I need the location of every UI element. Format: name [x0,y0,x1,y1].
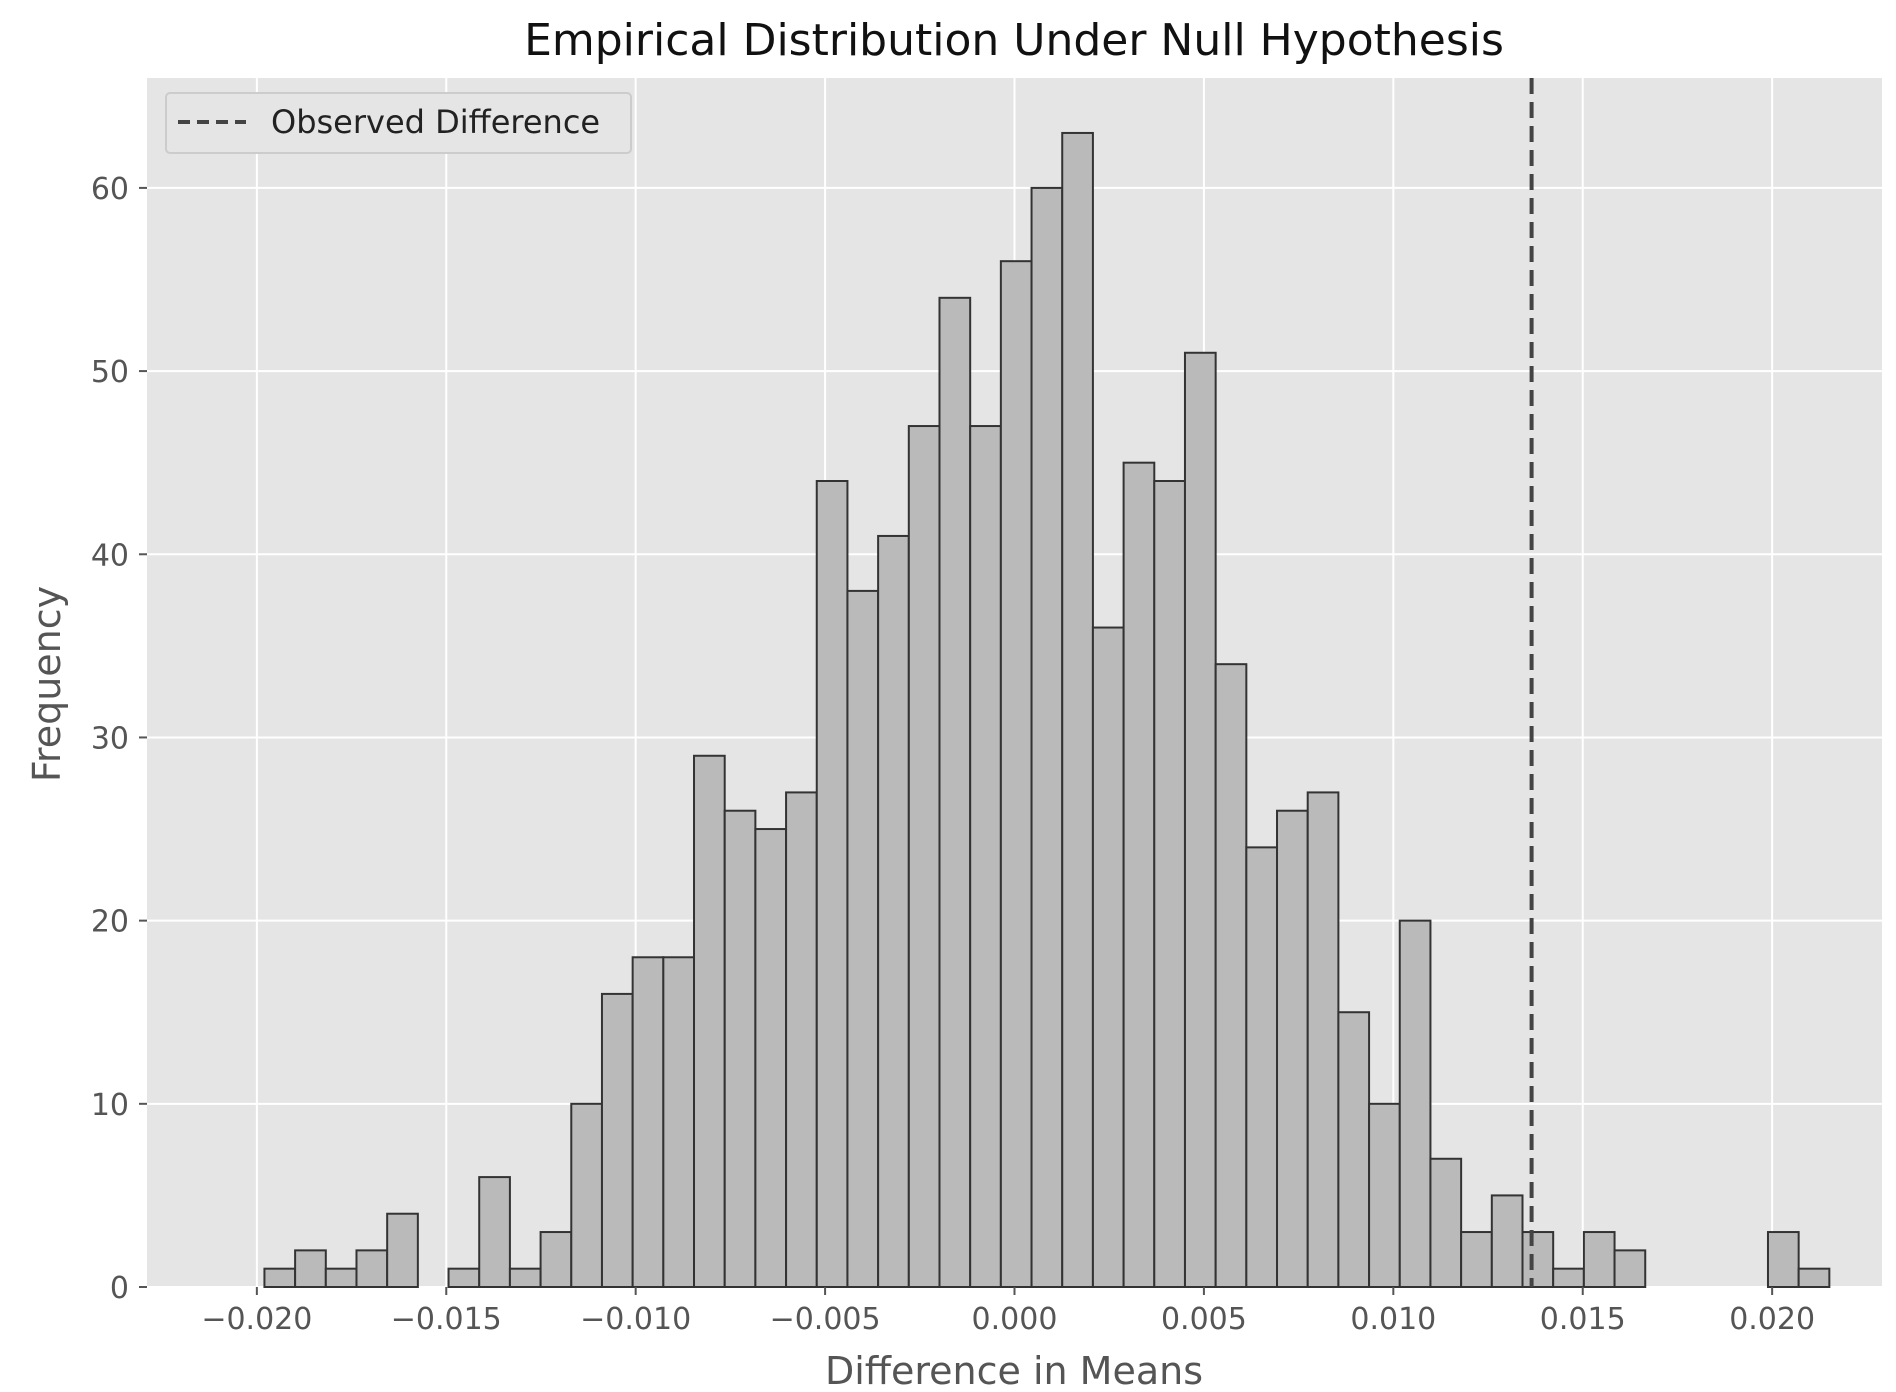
x-axis-label: Difference in Means [825,1349,1203,1392]
chart-title: Empirical Distribution Under Null Hypoth… [524,15,1504,66]
x-tick-label: 0.010 [1350,1302,1436,1337]
histogram-bar [1030,186,1064,1289]
histogram-bar [1091,626,1125,1288]
y-tick-label: 20 [91,905,129,940]
histogram-bar [1183,351,1217,1289]
histogram-bar [600,992,634,1289]
histogram-bar [539,1231,573,1288]
histogram-bar [1552,1267,1585,1288]
histogram-bar [570,1102,603,1289]
x-tick-label: 0.020 [1729,1302,1815,1337]
histogram-bar [1797,1267,1831,1288]
histogram-bar [907,425,941,1288]
histogram-bar [938,296,972,1288]
histogram-bar [662,956,696,1288]
histogram-bar [1276,809,1309,1289]
histogram-bar [1122,461,1156,1288]
histogram-bar [723,809,757,1289]
x-tick-label: −0.015 [391,1302,502,1337]
x-tick-label: −0.010 [580,1302,691,1337]
histogram-bar [1613,1249,1647,1289]
y-tick-label: 0 [110,1271,129,1306]
y-tick-label: 30 [91,721,129,756]
y-axis-ticks: 0 10 20 30 40 50 60 [91,172,147,1306]
legend-label: Observed Difference [271,103,600,141]
histogram-bar [1368,1102,1401,1289]
histogram-bar [1460,1231,1493,1288]
histogram-bar [1153,480,1186,1288]
histogram-bar [785,791,818,1289]
y-tick-label: 50 [91,355,129,390]
histogram-bar [693,754,726,1288]
histogram-bar [1337,1011,1371,1289]
histogram-bar [1429,1157,1463,1288]
histogram-bar [324,1267,358,1288]
histogram-bar [263,1267,297,1288]
histogram-bar [1214,663,1248,1288]
y-axis-label: Frequency [25,586,69,782]
x-axis-ticks: −0.020 −0.015 −0.010 −0.005 0.000 0.005 0.010 0… [201,1287,1815,1337]
x-tick-label: 0.015 [1540,1302,1626,1337]
histogram-bar [1490,1194,1524,1288]
histogram-bar [631,956,665,1288]
x-tick-label: −0.005 [770,1302,881,1337]
x-tick-label: 0.005 [1161,1302,1247,1337]
histogram-bar [815,480,849,1288]
histogram-bar [294,1249,327,1289]
legend: Observed Difference [165,92,632,154]
histogram-bar [478,1176,511,1289]
histogram-bars [263,131,1831,1289]
y-tick-label: 10 [91,1088,129,1123]
y-tick-label: 60 [91,172,129,207]
y-tick-label: 40 [91,538,129,573]
histogram-bar [508,1267,542,1288]
x-tick-label: −0.020 [201,1302,312,1337]
histogram-bar [1766,1231,1800,1288]
histogram-bar [1061,131,1094,1288]
histogram-bar [1582,1231,1616,1288]
histogram-bar [1245,846,1279,1288]
histogram-bar [969,425,1002,1288]
x-tick-label: 0.000 [972,1302,1058,1337]
histogram-bar [1398,919,1432,1288]
histogram-bar [754,828,788,1289]
legend-box [165,92,632,154]
histogram-bar [877,534,910,1288]
histogram-bar [1521,1231,1555,1288]
histogram-bar [846,589,880,1288]
histogram-bar [355,1249,389,1289]
histogram-bar [999,260,1033,1289]
histogram-bar [447,1267,481,1288]
histogram-bar [386,1212,419,1289]
histogram-bar [1306,791,1340,1289]
